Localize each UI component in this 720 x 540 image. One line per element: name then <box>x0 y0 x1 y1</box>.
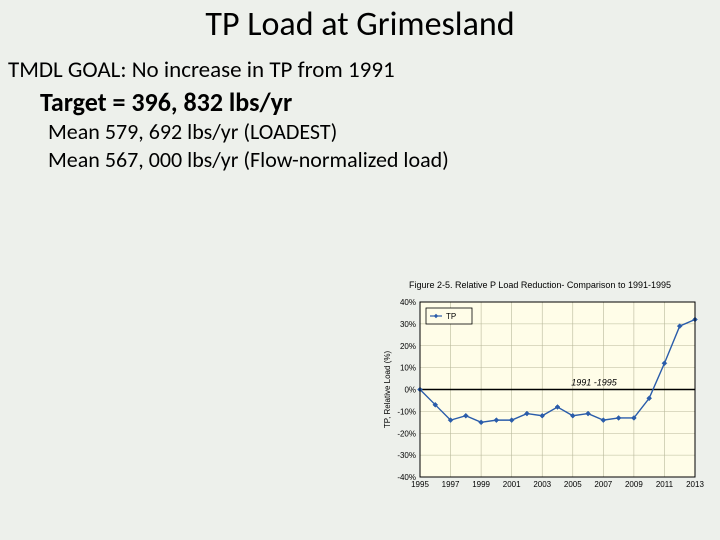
svg-text:2001: 2001 <box>503 480 521 489</box>
svg-text:1991 -1995: 1991 -1995 <box>571 378 618 388</box>
page-title: TP Load at Grimesland <box>0 4 720 45</box>
svg-text:-30%: -30% <box>397 451 416 460</box>
svg-text:TP, Relative Load (%): TP, Relative Load (%) <box>383 351 392 429</box>
target-text: Target = 396, 832 lbs/yr <box>40 86 292 118</box>
svg-text:30%: 30% <box>400 320 416 329</box>
svg-text:1995: 1995 <box>411 480 429 489</box>
svg-text:1999: 1999 <box>472 480 490 489</box>
svg-text:-20%: -20% <box>397 429 416 438</box>
svg-text:2003: 2003 <box>533 480 551 489</box>
tmdl-goal-text: TMDL GOAL: No increase in TP from 1991 <box>8 56 395 84</box>
svg-text:1997: 1997 <box>442 480 460 489</box>
svg-text:2011: 2011 <box>656 480 674 489</box>
mean-loadest-text: Mean 579, 692 lbs/yr (LOADEST) <box>48 118 337 145</box>
svg-text:-10%: -10% <box>397 407 416 416</box>
svg-text:2007: 2007 <box>594 480 612 489</box>
svg-text:0%: 0% <box>404 386 416 395</box>
line-chart: -40%-30%-20%-10%0%10%20%30%40%1995199719… <box>375 292 705 502</box>
svg-text:40%: 40% <box>400 298 416 307</box>
svg-text:20%: 20% <box>400 342 416 351</box>
mean-flownorm-text: Mean 567, 000 lbs/yr (Flow-normalized lo… <box>48 146 449 173</box>
svg-text:2005: 2005 <box>564 480 582 489</box>
chart-title: Figure 2-5. Relative P Load Reduction- C… <box>375 280 705 290</box>
svg-text:2009: 2009 <box>625 480 643 489</box>
svg-text:2013: 2013 <box>686 480 704 489</box>
svg-text:10%: 10% <box>400 364 416 373</box>
svg-text:TP: TP <box>446 312 456 321</box>
slide: TP Load at Grimesland TMDL GOAL: No incr… <box>0 0 720 540</box>
chart-container: Figure 2-5. Relative P Load Reduction- C… <box>375 280 705 502</box>
